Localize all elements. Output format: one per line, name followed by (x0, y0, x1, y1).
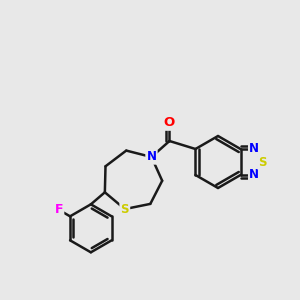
Text: N: N (249, 169, 259, 182)
Text: N: N (249, 142, 259, 155)
Text: S: S (258, 155, 267, 169)
Text: F: F (55, 203, 63, 216)
Text: N: N (146, 151, 157, 164)
Text: S: S (121, 202, 129, 216)
Text: O: O (164, 116, 175, 130)
